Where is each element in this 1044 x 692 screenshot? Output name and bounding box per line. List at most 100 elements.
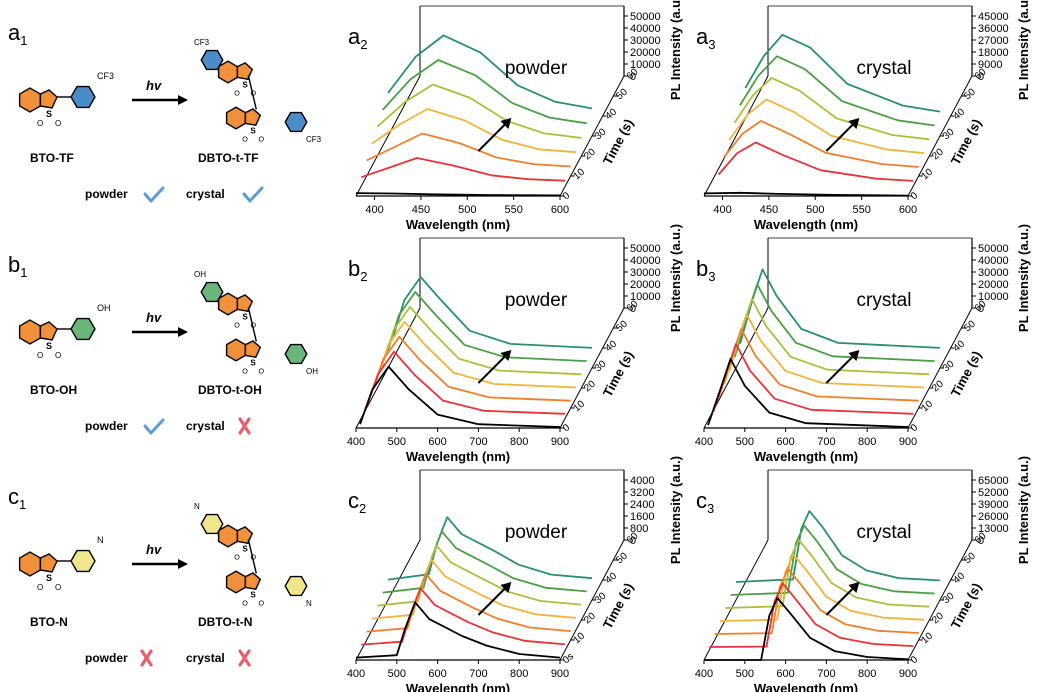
product-substituent-1-c: N — [194, 502, 200, 511]
x-tick-label-b2-4: 800 — [510, 436, 528, 448]
y-axis-label-b3: PL Intensity (a.u.) — [1016, 224, 1031, 332]
left-depth-edge-c2 — [355, 539, 421, 661]
y-axis-label-a2: PL Intensity (a.u.) — [668, 0, 683, 100]
x-tick-label-a3-0: 400 — [713, 204, 731, 216]
y-tick-label-c2-0: 0 — [630, 535, 636, 547]
y-tick-label-c3-2: 26000 — [978, 511, 1009, 523]
y-tick-label-a3-3: 27000 — [978, 35, 1009, 47]
product-substituent-2-c: N — [306, 599, 312, 608]
time-tick-label-b2-1: 10 — [572, 398, 588, 414]
time-tick-label-c3-0: 0 — [909, 654, 921, 666]
reactant-b-o-atom-2: O — [55, 351, 61, 360]
crystal-label-c: crystal — [186, 651, 225, 665]
x-tick-label-c3-4: 800 — [858, 668, 876, 680]
product-top-a-o-atom-1: O — [234, 88, 240, 97]
panel-label-b3: b3 — [696, 256, 715, 284]
series-line-a3-t10 — [717, 141, 914, 182]
product-bottom-a-benzo-ring — [225, 106, 247, 130]
product-bottom-b-o-atom-2: O — [259, 366, 265, 375]
panel-label-b1: b1 — [8, 252, 27, 280]
product-cyclobutane-a — [247, 75, 257, 110]
panel-label-b3-sub: 3 — [708, 269, 715, 284]
left-depth-edge-a3 — [703, 75, 769, 197]
time-tick-label-b3-2: 20 — [930, 378, 946, 394]
series-line-c3-t30 — [719, 553, 925, 622]
y-tick-label-c3-3: 39000 — [978, 499, 1009, 511]
x-tick-label-c3-0: 400 — [695, 668, 713, 680]
y-axis-label-a3: PL Intensity (a.u.) — [1016, 0, 1031, 100]
panel-label-c2: c2 — [348, 488, 366, 516]
product-top-b-o-atom-2: O — [251, 320, 257, 329]
series-line-a2-t50 — [382, 59, 587, 125]
hv-label-c: hv — [146, 542, 162, 557]
x-tick-label-c3-1: 500 — [736, 668, 754, 680]
annotation-c2: powder — [505, 522, 568, 543]
y-tick-label-b2-1: 10000 — [630, 291, 661, 303]
crystal-cross-icon-c — [238, 649, 251, 667]
time-tick-label-a3-5: 50 — [962, 86, 978, 102]
x-tick-label-c2-2: 600 — [428, 668, 446, 680]
y-tick-label-a3-1: 9000 — [978, 59, 1002, 71]
y-tick-label-a2-3: 30000 — [630, 35, 661, 47]
time-tick-label-c3-2: 20 — [930, 610, 946, 626]
product-top-b-o-atom-1: O — [234, 320, 240, 329]
x-axis-label-c2: Wavelength (nm) — [406, 681, 510, 692]
x-tick-label-a2-0: 400 — [365, 204, 383, 216]
x-tick-label-b3-5: 900 — [899, 436, 917, 448]
crystal-check-icon-a — [242, 186, 264, 203]
y-tick-label-c2-1: 800 — [630, 523, 648, 535]
time-tick-label-c3-5: 50 — [962, 550, 978, 566]
product-top-b-benzo-ring — [217, 292, 239, 316]
x-tick-label-b3-2: 600 — [776, 436, 794, 448]
product-top-c-s-atom: S — [242, 544, 248, 553]
x-tick-label-c3-5: 900 — [899, 668, 917, 680]
reactant-a-o-atom-1: O — [37, 119, 43, 128]
x-axis-label-b3: Wavelength (nm) — [754, 449, 858, 464]
trend-arrowhead-a3 — [848, 118, 860, 129]
product-top-b-s-atom: S — [242, 312, 248, 321]
y-tick-label-a3-5: 45000 — [978, 11, 1009, 23]
product-bottom-a-o-atom-1: O — [242, 134, 248, 143]
reactant-a-benzo-ring — [18, 87, 42, 113]
reactant-c-o-atom-1: O — [37, 583, 43, 592]
time-tick-label-a3-2: 20 — [930, 146, 946, 162]
panel-label-c2-sub: 2 — [359, 501, 366, 516]
reactant-a-thiophene-ring — [39, 89, 58, 109]
y-tick-label-b2-2: 20000 — [630, 279, 661, 291]
product-top-c-o-atom-2: O — [251, 552, 257, 561]
reactant-c-thiophene-ring — [39, 553, 58, 573]
product-top-c-benzo-ring — [217, 524, 239, 548]
panel-label-c3: c3 — [696, 488, 714, 516]
x-tick-label-a2-1: 450 — [412, 204, 430, 216]
crystal-label-a: crystal — [186, 187, 225, 201]
trend-arrow-a3 — [825, 120, 858, 152]
panel-label-a2-sub: 2 — [360, 37, 367, 52]
product-name-a: DBTO-t-TF — [198, 151, 258, 165]
trend-arrowhead-b3 — [848, 350, 860, 361]
time-tick-label-a2-2: 20 — [582, 146, 598, 162]
time-axis-label-a3: Time (s) — [948, 116, 985, 167]
time-axis-label-c3: Time (s) — [948, 580, 985, 631]
y-tick-label-b2-3: 30000 — [630, 267, 661, 279]
time-tick-label-a3-4: 40 — [952, 106, 968, 122]
reaction-arrowhead-c — [178, 559, 188, 569]
y-tick-label-b2-5: 50000 — [630, 243, 661, 255]
product-bottom-a-thiophene-ring — [244, 108, 262, 126]
x-tick-label-a3-3: 550 — [852, 204, 870, 216]
series-line-c3-t50 — [730, 524, 935, 596]
y-tick-label-a2-4: 40000 — [630, 23, 661, 35]
annotation-b3: crystal — [857, 290, 912, 311]
trend-arrow-a2 — [477, 120, 510, 152]
product-name-b: DBTO-t-OH — [198, 383, 262, 397]
reactant-substituent-c: N — [97, 535, 104, 545]
series-line-a3-t40 — [733, 77, 930, 141]
y-tick-label-b2-0: 0 — [630, 303, 636, 315]
product-bottom-b-s-atom: S — [250, 358, 256, 367]
panel-label-b1-sub: 1 — [20, 265, 27, 280]
series-line-a3-t50 — [739, 55, 935, 127]
product-bottom-c-o-atom-2: O — [259, 598, 265, 607]
